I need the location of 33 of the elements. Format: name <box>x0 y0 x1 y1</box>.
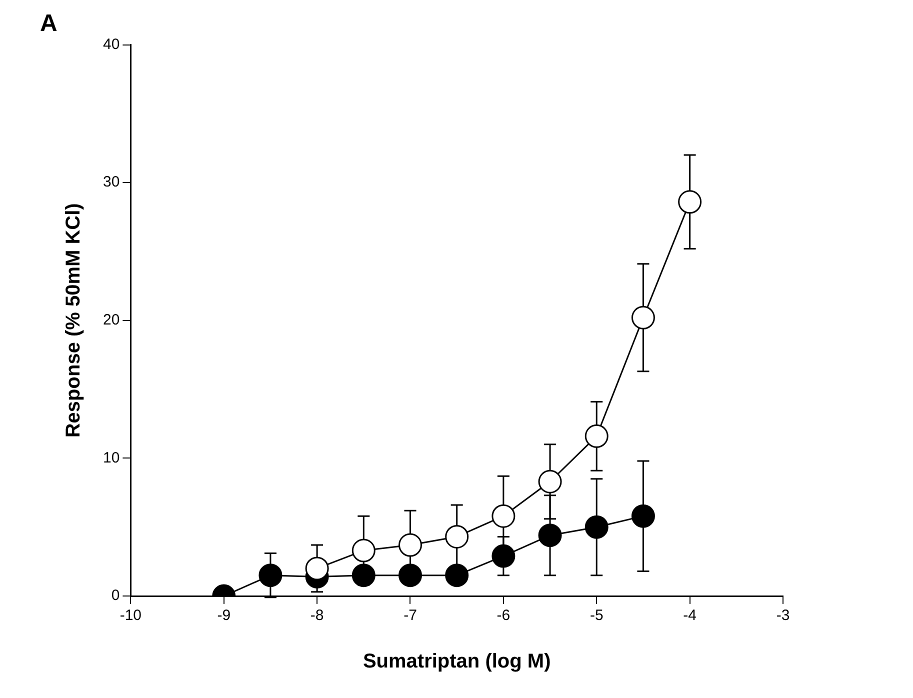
point <box>492 544 516 568</box>
point <box>631 306 655 330</box>
point <box>398 564 422 588</box>
point <box>258 564 282 588</box>
y-tick-label: 0 <box>111 587 120 604</box>
point <box>352 538 376 562</box>
x-tick-label: -10 <box>120 607 142 624</box>
point <box>678 190 702 214</box>
point <box>538 470 562 494</box>
point <box>398 533 422 557</box>
y-tick-label: 40 <box>102 36 120 53</box>
x-axis-title: Sumatriptan (log M) <box>362 650 551 673</box>
x-tick-label: -8 <box>310 607 324 624</box>
x-tick-label: -3 <box>776 607 790 624</box>
y-tick-label: 30 <box>102 174 120 191</box>
chart-title: A <box>40 10 58 38</box>
point <box>445 564 469 588</box>
y-tick-label: 10 <box>102 449 120 466</box>
point <box>445 524 469 548</box>
x-tick-label: -5 <box>590 607 604 624</box>
point <box>492 504 516 528</box>
x-tick-label: -7 <box>404 607 417 624</box>
point <box>305 556 329 580</box>
x-tick-label: -4 <box>683 607 696 624</box>
y-tick-label: 20 <box>102 312 120 329</box>
point <box>584 424 608 448</box>
point <box>631 504 655 528</box>
x-tick-label: -9 <box>217 607 231 624</box>
x-tick-label: -6 <box>496 607 510 624</box>
point <box>584 515 608 539</box>
point <box>352 564 376 588</box>
y-axis-title: Response (% 50mM KCl) <box>62 203 85 438</box>
point <box>538 524 562 548</box>
